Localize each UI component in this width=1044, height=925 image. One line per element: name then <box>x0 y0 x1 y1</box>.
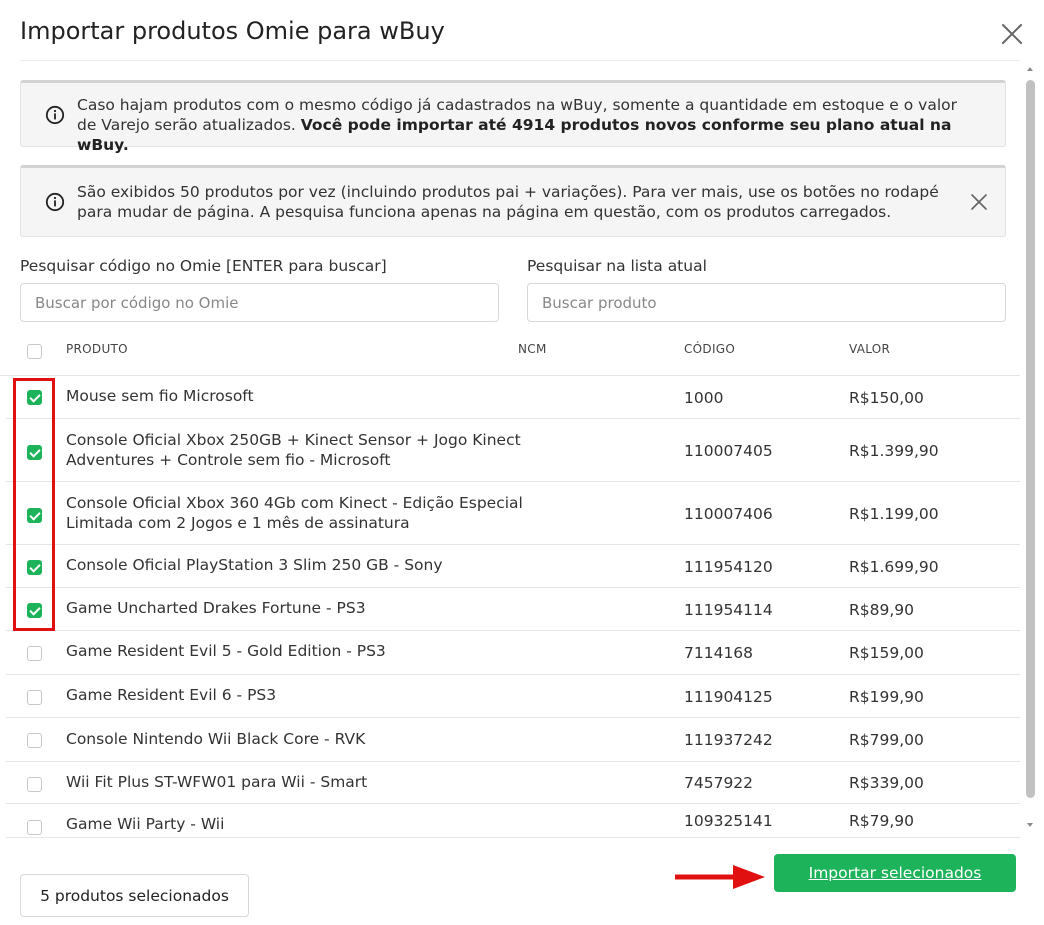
header-ncm: NCM <box>518 342 547 356</box>
row-product-value: R$799,00 <box>849 731 924 749</box>
row-checkbox[interactable] <box>27 445 42 460</box>
row-product-value: R$159,00 <box>849 644 924 662</box>
table-row[interactable]: Game Resident Evil 6 - PS3 111904125 R$199… <box>6 675 1020 718</box>
row-checkbox[interactable] <box>27 560 42 575</box>
selected-count-badge: 5 produtos selecionados <box>20 874 249 917</box>
row-product-code: 110007405 <box>684 441 773 460</box>
modal-title: Importar produtos Omie para wBuy <box>20 17 445 45</box>
row-product-value: R$1.399,90 <box>849 441 939 460</box>
row-product-code: 7457922 <box>684 774 754 792</box>
row-product-code: 7114168 <box>684 644 754 662</box>
select-all-checkbox[interactable] <box>27 344 42 359</box>
row-product-name: Console Nintendo Wii Black Core - RVK <box>66 730 366 748</box>
row-product-code: 111937242 <box>684 731 773 749</box>
table-header: PRODUTO NCM CÓDIGO VALOR <box>0 330 1020 376</box>
import-selected-button[interactable]: Importar selecionados <box>774 854 1016 892</box>
row-product-code: 111954114 <box>684 600 773 619</box>
table-row[interactable]: Console Oficial PlayStation 3 Slim 250 G… <box>6 545 1020 588</box>
omie-search-label: Pesquisar código no Omie [ENTER para bus… <box>20 257 387 275</box>
row-product-code: 111954120 <box>684 557 773 576</box>
table-row[interactable]: Game Resident Evil 5 - Gold Edition - PS… <box>6 631 1020 675</box>
row-product-value: R$1.199,00 <box>849 504 939 523</box>
table-row[interactable]: Game Uncharted Drakes Fortune - PS3 11195… <box>6 588 1020 631</box>
scroll-down-arrow-icon[interactable] <box>1025 820 1035 830</box>
info-alert-bold-text: Você pode importar até 4914 produtos nov… <box>77 116 952 154</box>
scrollbar-thumb[interactable] <box>1026 80 1035 798</box>
row-product-value: R$79,90 <box>849 812 915 830</box>
row-product-code: 1000 <box>684 388 724 407</box>
row-checkbox[interactable] <box>27 603 42 618</box>
row-product-name: Game Resident Evil 6 - PS3 <box>66 686 277 704</box>
header-code: CÓDIGO <box>684 342 736 356</box>
row-product-code: 109325141 <box>684 812 773 830</box>
list-search-label: Pesquisar na lista atual <box>527 257 707 275</box>
row-product-value: R$199,90 <box>849 687 924 706</box>
row-checkbox[interactable] <box>27 690 42 705</box>
row-product-name: Console Oficial PlayStation 3 Slim 250 G… <box>66 556 443 574</box>
row-product-name: Wii Fit Plus ST-WFW01 para Wii - Smart <box>66 773 368 791</box>
close-icon[interactable] <box>968 191 990 213</box>
table-row[interactable]: Game Wii Party - Wii 109325141 R$79,90 <box>6 804 1020 838</box>
close-icon[interactable] <box>998 20 1026 48</box>
row-checkbox[interactable] <box>27 390 42 405</box>
row-product-value: R$1.699,90 <box>849 557 939 576</box>
row-checkbox[interactable] <box>27 820 42 835</box>
row-checkbox[interactable] <box>27 646 42 661</box>
row-checkbox[interactable] <box>27 733 42 748</box>
table-row[interactable]: Mouse sem fio Microsoft 1000 R$150,00 <box>6 376 1020 419</box>
info-alert-text: São exibidos 50 produtos por vez (inclui… <box>77 183 939 221</box>
info-alert-update-rules: Caso hajam produtos com o mesmo código j… <box>20 80 1006 154</box>
row-product-name: Game Resident Evil 5 - Gold Edition - PS… <box>66 642 386 660</box>
table-row[interactable]: Wii Fit Plus ST-WFW01 para Wii - Smart 74… <box>6 762 1020 804</box>
info-alert-pagination: São exibidos 50 produtos por vez (inclui… <box>20 165 1006 237</box>
omie-code-search-input[interactable] <box>20 283 499 322</box>
row-checkbox[interactable] <box>27 777 42 792</box>
row-product-name: Mouse sem fio Microsoft <box>66 387 254 405</box>
selected-checkboxes-highlight <box>13 378 55 631</box>
row-product-value: R$150,00 <box>849 388 924 407</box>
info-icon <box>45 192 65 212</box>
row-product-name: Game Wii Party - Wii <box>66 815 225 833</box>
row-product-value: R$339,00 <box>849 774 924 792</box>
row-product-name: Game Uncharted Drakes Fortune - PS3 <box>66 599 366 617</box>
header-divider <box>20 60 1020 61</box>
arrow-right-icon <box>675 865 765 889</box>
row-product-value: R$89,90 <box>849 600 915 619</box>
header-product: PRODUTO <box>66 342 128 356</box>
table-row[interactable]: Console Oficial Xbox 360 4Gb com Kinect … <box>6 482 1020 545</box>
table-row[interactable]: Console Nintendo Wii Black Core - RVK 111… <box>6 718 1020 762</box>
table-row[interactable]: Console Oficial Xbox 250GB + Kinect Sens… <box>6 419 1020 482</box>
row-product-name: Console Oficial Xbox 250GB + Kinect Sens… <box>66 431 521 469</box>
info-alert-plain-text: Caso hajam produtos com o mesmo código j… <box>77 96 958 134</box>
row-product-code: 110007406 <box>684 504 773 523</box>
row-product-code: 111904125 <box>684 687 773 706</box>
header-value: VALOR <box>849 342 891 356</box>
info-alert-text: Caso hajam produtos com o mesmo código j… <box>77 95 967 155</box>
scroll-up-arrow-icon[interactable] <box>1025 64 1035 74</box>
row-checkbox[interactable] <box>27 508 42 523</box>
product-table-body: Mouse sem fio Microsoft 1000 R$150,00 Conso… <box>0 376 1020 838</box>
product-search-input[interactable] <box>527 283 1006 322</box>
info-icon <box>45 105 65 125</box>
row-product-name: Console Oficial Xbox 360 4Gb com Kinect … <box>66 494 523 532</box>
